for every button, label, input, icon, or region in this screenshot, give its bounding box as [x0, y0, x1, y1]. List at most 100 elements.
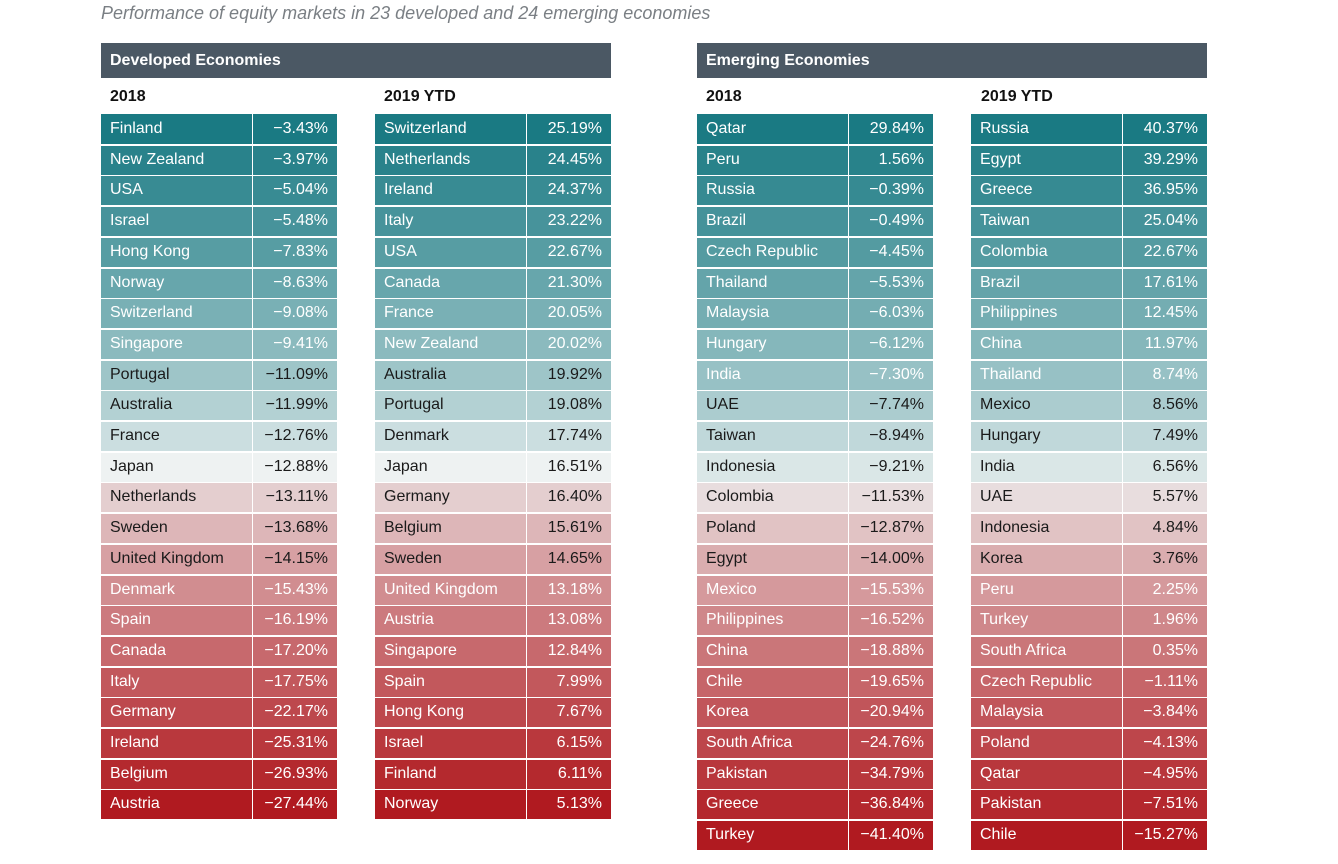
return-value: 24.45% — [526, 144, 611, 175]
table-row: France −12.76% — [101, 421, 337, 451]
country-name: Korea — [706, 703, 749, 721]
row-separator — [101, 605, 337, 607]
return-value: −5.53% — [848, 267, 933, 298]
emerging-2019-table: Russia 40.37% Egypt 39.29% Greece 36.95% Taiwa… — [971, 114, 1207, 851]
country-name: Philippines — [706, 611, 784, 629]
country-name: Mexico — [706, 580, 757, 598]
country-name: Canada — [384, 273, 441, 291]
table-row: Japan 16.51% — [375, 451, 611, 482]
row-separator — [375, 666, 611, 668]
return-value: −6.12% — [848, 328, 933, 359]
row-separator — [971, 359, 1207, 361]
table-row: Switzerland −9.08% — [101, 298, 337, 329]
country-name: Finland — [110, 120, 163, 137]
country-name: New Zealand — [384, 334, 479, 352]
row-separator — [101, 298, 337, 300]
country-name: Finland — [384, 764, 437, 782]
row-separator — [971, 236, 1207, 238]
return-value: 8.74% — [1122, 359, 1207, 390]
row-separator — [375, 144, 611, 146]
return-value: −11.53% — [848, 482, 933, 513]
row-separator — [375, 758, 611, 760]
row-separator — [697, 298, 933, 300]
row-separator — [375, 390, 611, 392]
table-row: Israel −5.48% — [101, 206, 337, 237]
table-row: Netherlands −13.11% — [101, 482, 337, 513]
table-row: Ireland 24.37% — [375, 175, 611, 206]
return-value: −3.84% — [1122, 697, 1207, 728]
return-value: 20.05% — [526, 298, 611, 329]
table-row: Indonesia 4.84% — [971, 513, 1207, 544]
row-separator — [375, 728, 611, 729]
return-value: 1.56% — [848, 144, 933, 175]
table-row: Portugal 19.08% — [375, 390, 611, 421]
table-row: Spain 7.99% — [375, 666, 611, 697]
table-row: Peru 1.56% — [697, 144, 933, 175]
return-value: 19.08% — [526, 390, 611, 421]
table-row: Italy −17.75% — [101, 666, 337, 697]
country-name: Sweden — [110, 519, 168, 537]
return-value: −8.94% — [848, 421, 933, 451]
country-name: South Africa — [980, 641, 1067, 659]
table-row: Taiwan 25.04% — [971, 206, 1207, 237]
return-value: −7.74% — [848, 390, 933, 421]
return-value: −9.08% — [252, 298, 337, 329]
return-value: 24.37% — [526, 175, 611, 206]
country-name: France — [110, 427, 160, 444]
country-name: Israel — [384, 734, 424, 751]
row-separator — [971, 635, 1207, 637]
row-separator — [971, 605, 1207, 607]
emerging-2018-table: Qatar 29.84% Peru 1.56% Russia −0.39% Brazil −0… — [697, 114, 933, 851]
table-row: Austria −27.44% — [101, 789, 337, 820]
country-name: Hong Kong — [110, 242, 191, 260]
return-value: 6.56% — [1122, 451, 1207, 482]
country-name: Brazil — [706, 212, 747, 230]
row-separator — [101, 666, 337, 668]
table-row: Hungary 7.49% — [971, 421, 1207, 451]
row-separator — [101, 421, 337, 422]
country-name: Sweden — [384, 549, 442, 567]
return-value: −17.75% — [252, 666, 337, 697]
row-separator — [697, 482, 933, 484]
country-name: Greece — [706, 795, 759, 813]
emerging-2019-label: 2019 YTD — [981, 88, 1053, 105]
country-name: Belgium — [110, 764, 168, 782]
table-row: Brazil 17.61% — [971, 267, 1207, 298]
table-row: Mexico −15.53% — [697, 574, 933, 605]
table-row: Sweden −13.68% — [101, 513, 337, 544]
return-value: 7.99% — [526, 666, 611, 697]
row-separator — [971, 758, 1207, 760]
table-row: Brazil −0.49% — [697, 206, 933, 237]
return-value: −9.41% — [252, 328, 337, 359]
return-value: −12.87% — [848, 513, 933, 544]
row-separator — [971, 175, 1207, 177]
country-name: Peru — [706, 150, 740, 168]
country-name: Hungary — [706, 334, 767, 352]
row-separator — [697, 390, 933, 392]
country-name: Switzerland — [384, 120, 467, 137]
country-name: Czech Republic — [980, 672, 1093, 690]
country-name: Hungary — [980, 427, 1041, 444]
table-row: Ireland −25.31% — [101, 728, 337, 758]
return-value: −13.68% — [252, 513, 337, 544]
return-value: −3.97% — [252, 144, 337, 175]
return-value: −18.88% — [848, 635, 933, 666]
return-value: −17.20% — [252, 635, 337, 666]
table-row: Spain −16.19% — [101, 605, 337, 636]
return-value: 39.29% — [1122, 144, 1207, 175]
country-name: India — [980, 457, 1015, 475]
table-row: Qatar 29.84% — [697, 114, 933, 144]
row-separator — [697, 789, 933, 791]
table-row: China 11.97% — [971, 328, 1207, 359]
table-row: Portugal −11.09% — [101, 359, 337, 390]
country-name: Norway — [110, 273, 165, 291]
row-separator — [375, 574, 611, 576]
return-value: 14.65% — [526, 543, 611, 574]
table-row: India 6.56% — [971, 451, 1207, 482]
return-value: 20.02% — [526, 328, 611, 359]
row-separator — [101, 697, 337, 699]
row-separator — [697, 574, 933, 576]
table-row: Australia 19.92% — [375, 359, 611, 390]
country-name: Japan — [110, 457, 154, 475]
country-name: Portugal — [384, 396, 444, 414]
